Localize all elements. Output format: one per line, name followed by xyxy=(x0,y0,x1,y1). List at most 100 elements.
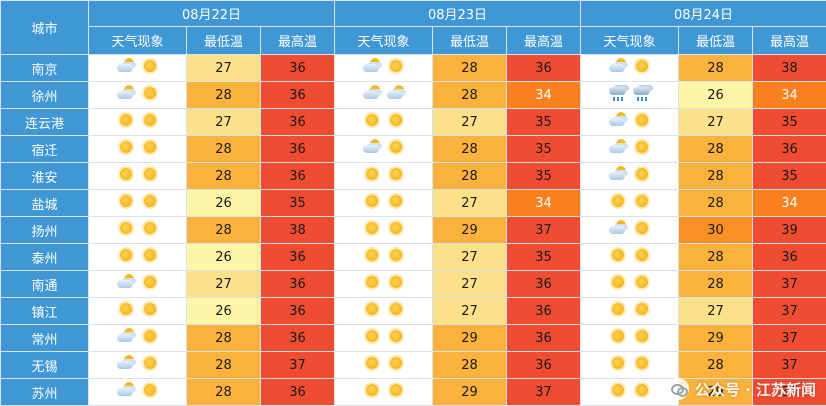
sun-icon xyxy=(140,300,160,318)
weather-cell xyxy=(334,297,433,325)
sun-icon xyxy=(632,192,652,210)
sun-icon xyxy=(632,300,652,318)
min-temp-cell: 28 xyxy=(186,135,261,163)
max-temp-cell: 36 xyxy=(506,54,581,82)
weather-cell xyxy=(580,162,679,190)
min-temp-cell: 27 xyxy=(186,270,261,298)
sun-icon xyxy=(386,192,406,210)
weather-subheader: 天气现象 xyxy=(334,26,433,55)
city-cell: 连云港 xyxy=(0,108,89,136)
sun-icon xyxy=(386,165,406,183)
weather-cell xyxy=(580,270,679,298)
sun-icon xyxy=(632,138,652,156)
sun-icon xyxy=(362,219,382,237)
weather-cell xyxy=(580,378,679,406)
wechat-logo-icon xyxy=(666,378,689,400)
table-row: 徐州 28 36 28 34 26 34 xyxy=(0,81,826,109)
weather-cell xyxy=(580,135,679,163)
sun-icon xyxy=(362,327,382,345)
max-temp-cell: 34 xyxy=(506,81,581,109)
max-temp-cell: 36 xyxy=(260,81,335,109)
sun-icon xyxy=(632,165,652,183)
max-temp-cell: 36 xyxy=(260,270,335,298)
partly-cloudy-icon xyxy=(608,138,628,156)
max-temp-cell: 36 xyxy=(260,162,335,190)
min-temp-cell: 28 xyxy=(678,243,753,271)
day-header-2: 08月23日 xyxy=(334,0,581,27)
weather-cell xyxy=(88,189,187,217)
weather-cell xyxy=(88,81,187,109)
sun-icon xyxy=(386,354,406,372)
sun-icon xyxy=(362,192,382,210)
partly-cloudy-icon xyxy=(608,57,628,75)
max-temp-cell: 35 xyxy=(752,108,826,136)
sun-icon xyxy=(362,273,382,291)
min-temp-cell: 27 xyxy=(678,108,753,136)
min-temp-cell: 28 xyxy=(678,54,753,82)
table-row: 苏州 28 36 29 37 29 37 xyxy=(0,378,826,406)
min-temp-cell: 28 xyxy=(678,135,753,163)
min-temp-cell: 28 xyxy=(186,378,261,406)
min-temp-cell: 28 xyxy=(678,351,753,379)
sun-icon xyxy=(386,300,406,318)
weather-cell xyxy=(88,135,187,163)
sun-icon xyxy=(140,273,160,291)
sun-icon xyxy=(362,246,382,264)
partly-cloudy-icon xyxy=(116,327,136,345)
weather-cell xyxy=(334,351,433,379)
sun-icon xyxy=(116,246,136,264)
city-cell: 扬州 xyxy=(0,216,89,244)
sun-icon xyxy=(116,300,136,318)
sun-icon xyxy=(362,165,382,183)
weather-cell xyxy=(580,324,679,352)
sun-icon xyxy=(608,246,628,264)
sun-icon xyxy=(116,138,136,156)
max-temp-cell: 35 xyxy=(506,108,581,136)
partly-cloudy-icon xyxy=(608,219,628,237)
min-temp-cell: 28 xyxy=(186,81,261,109)
partly-cloudy-icon xyxy=(116,381,136,399)
sun-icon xyxy=(140,57,160,75)
max-temp-subheader: 最高温 xyxy=(260,26,335,55)
min-temp-cell: 29 xyxy=(678,378,753,406)
weather-cell xyxy=(580,81,679,109)
weather-cell xyxy=(334,54,433,82)
sun-icon xyxy=(386,246,406,264)
sun-icon xyxy=(632,246,652,264)
min-temp-cell: 28 xyxy=(432,162,507,190)
max-temp-subheader: 最高温 xyxy=(752,26,826,55)
weather-cell xyxy=(88,297,187,325)
weather-cell xyxy=(88,351,187,379)
max-temp-cell: 36 xyxy=(260,108,335,136)
weather-cell xyxy=(88,54,187,82)
max-temp-cell: 36 xyxy=(260,135,335,163)
weather-cell xyxy=(88,162,187,190)
partly-cloudy-icon xyxy=(116,354,136,372)
min-temp-cell: 30 xyxy=(678,216,753,244)
min-temp-cell: 29 xyxy=(678,324,753,352)
city-cell: 淮安 xyxy=(0,162,89,190)
max-temp-cell: 36 xyxy=(506,351,581,379)
sun-icon xyxy=(140,327,160,345)
min-temp-cell: 28 xyxy=(432,81,507,109)
city-cell: 南京 xyxy=(0,54,89,82)
weather-cell xyxy=(334,243,433,271)
min-temp-cell: 27 xyxy=(432,108,507,136)
sun-icon xyxy=(632,273,652,291)
sun-icon xyxy=(362,111,382,129)
city-cell: 泰州 xyxy=(0,243,89,271)
max-temp-cell: 37 xyxy=(506,216,581,244)
min-temp-cell: 26 xyxy=(186,189,261,217)
city-cell: 宿迁 xyxy=(0,135,89,163)
min-temp-cell: 27 xyxy=(432,270,507,298)
max-temp-cell: 37 xyxy=(260,351,335,379)
min-temp-cell: 27 xyxy=(432,243,507,271)
table-row: 连云港 27 36 27 35 27 35 xyxy=(0,108,826,136)
weather-cell xyxy=(88,324,187,352)
min-temp-cell: 26 xyxy=(186,297,261,325)
weather-cell xyxy=(334,81,433,109)
partly-cloudy-icon xyxy=(362,57,382,75)
weather-cell xyxy=(334,324,433,352)
sun-icon xyxy=(362,354,382,372)
